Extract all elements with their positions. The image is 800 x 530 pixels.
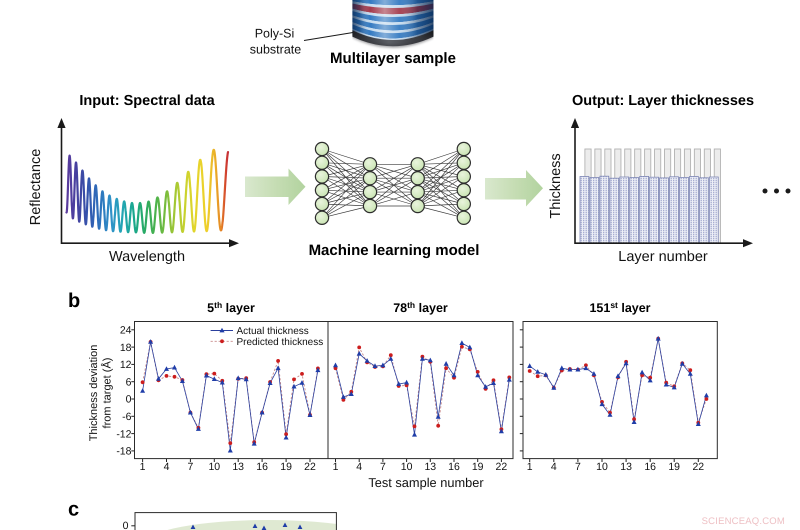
svg-text:4: 4 [551, 461, 557, 473]
svg-text:SCIENCEAQ.COM: SCIENCEAQ.COM [702, 516, 785, 527]
svg-text:6: 6 [126, 376, 132, 388]
svg-text:7: 7 [380, 461, 386, 473]
svg-text:7: 7 [575, 461, 581, 473]
svg-text:Poly-Si: Poly-Si [255, 27, 295, 41]
svg-text:10: 10 [596, 461, 608, 473]
svg-text:22: 22 [692, 461, 704, 473]
svg-text:Reflectance: Reflectance [28, 149, 44, 226]
svg-text:0: 0 [123, 520, 129, 530]
svg-text:78th layer: 78th layer [393, 300, 448, 315]
svg-text:1: 1 [140, 461, 146, 473]
svg-text:19: 19 [668, 461, 680, 473]
svg-text:Multilayer sample: Multilayer sample [330, 50, 456, 67]
svg-text:10: 10 [208, 461, 220, 473]
svg-text:Predicted thickness: Predicted thickness [237, 337, 324, 348]
svg-text:-18: -18 [116, 446, 131, 458]
svg-text:19: 19 [280, 461, 292, 473]
svg-text:1: 1 [527, 461, 533, 473]
svg-text:7: 7 [187, 461, 193, 473]
svg-text:Test sample number: Test sample number [368, 475, 484, 490]
svg-text:4: 4 [164, 461, 170, 473]
svg-text:4: 4 [356, 461, 362, 473]
svg-text:10: 10 [401, 461, 413, 473]
svg-text:19: 19 [472, 461, 484, 473]
svg-text:Actual thickness: Actual thickness [237, 326, 309, 337]
svg-text:Machine learning model: Machine learning model [309, 242, 480, 259]
svg-text:-12: -12 [116, 428, 131, 440]
svg-text:0: 0 [126, 394, 132, 406]
svg-text:151st layer: 151st layer [589, 300, 650, 315]
svg-text:Thickness: Thickness [548, 153, 564, 218]
svg-text:Input: Spectral data: Input: Spectral data [79, 93, 215, 109]
svg-text:13: 13 [232, 461, 244, 473]
svg-text:16: 16 [256, 461, 268, 473]
svg-text:13: 13 [620, 461, 632, 473]
svg-text:Thickness deviation: Thickness deviation [88, 345, 100, 442]
svg-text:Layer number: Layer number [618, 249, 708, 265]
svg-text:from target (Å): from target (Å) [101, 358, 114, 429]
svg-text:12: 12 [120, 359, 132, 371]
svg-text:1: 1 [333, 461, 339, 473]
svg-text:-6: -6 [122, 411, 131, 423]
svg-text:18: 18 [120, 342, 132, 354]
svg-text:5th layer: 5th layer [207, 300, 255, 315]
svg-text:substrate: substrate [250, 42, 301, 56]
svg-text:c: c [68, 499, 79, 521]
svg-text:Output: Layer thicknesses: Output: Layer thicknesses [572, 93, 754, 109]
svg-text:16: 16 [644, 461, 656, 473]
svg-text:b: b [68, 290, 80, 312]
svg-text:22: 22 [304, 461, 316, 473]
svg-text:24: 24 [120, 325, 132, 337]
svg-text:13: 13 [424, 461, 436, 473]
svg-text:16: 16 [448, 461, 460, 473]
svg-text:22: 22 [496, 461, 508, 473]
svg-text:Wavelength: Wavelength [109, 249, 185, 265]
